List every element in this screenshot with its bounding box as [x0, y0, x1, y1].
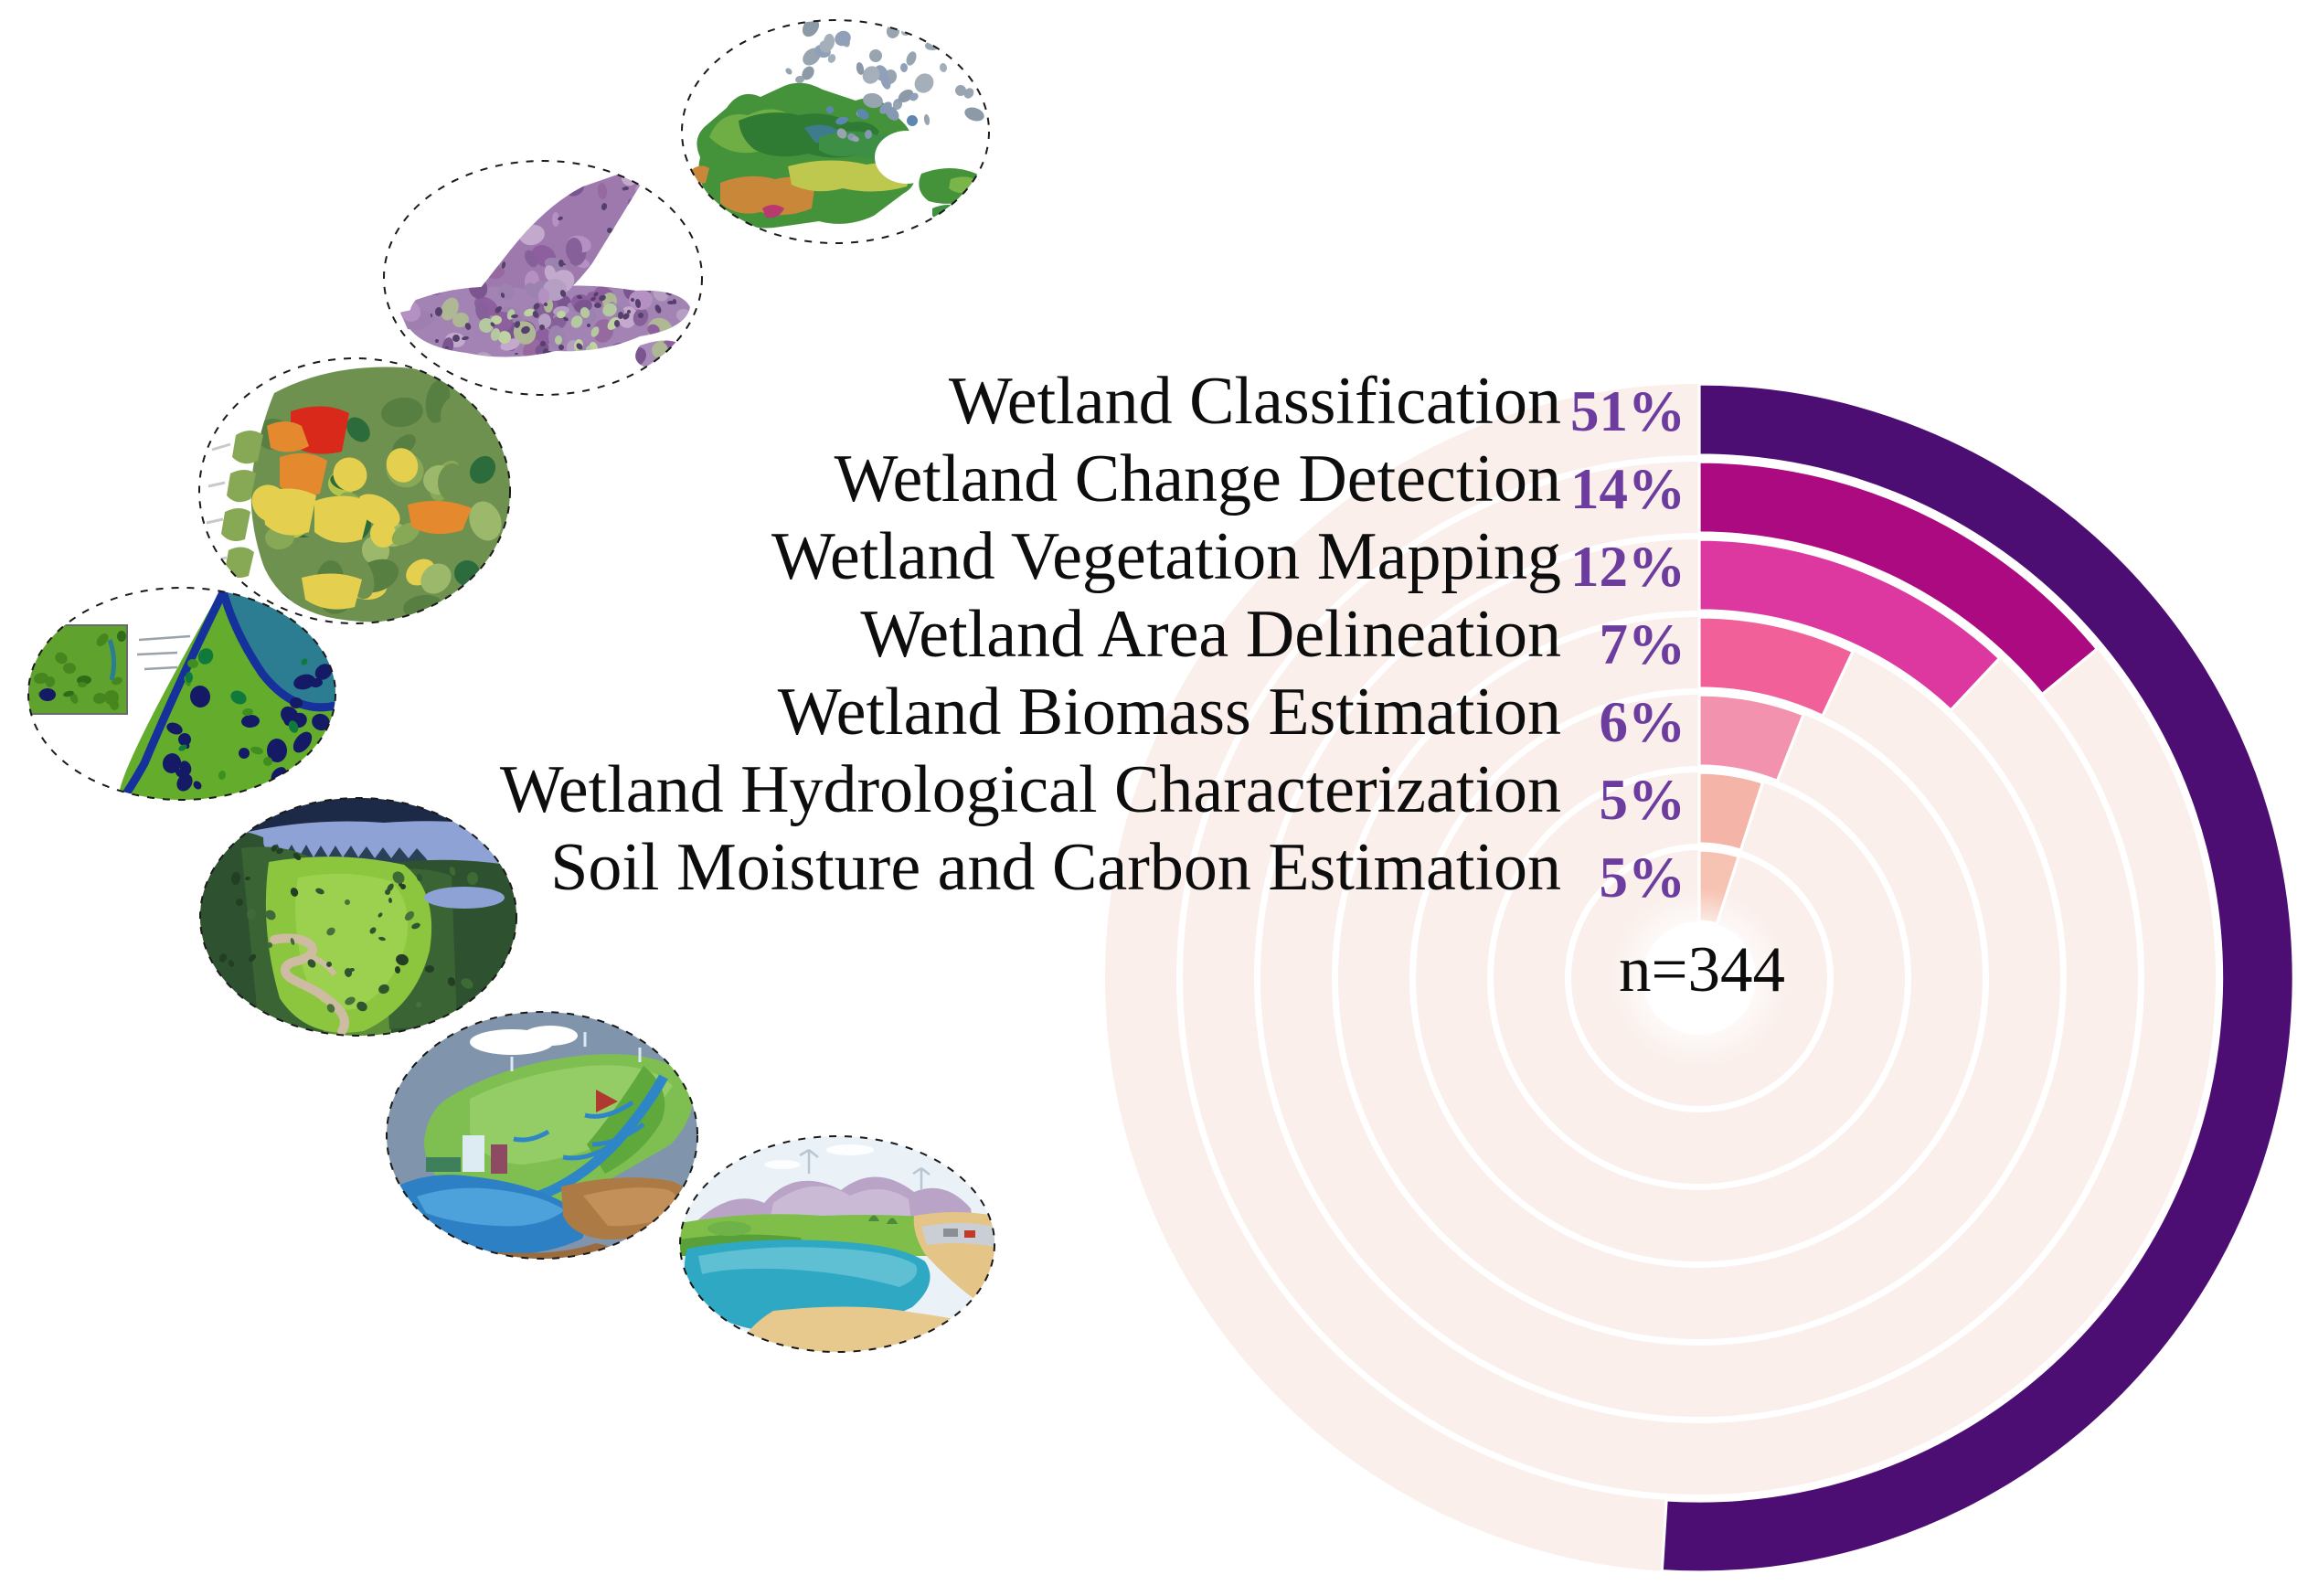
svg-text:Wetland Vegetation Mapping: Wetland Vegetation Mapping: [771, 519, 1561, 594]
svg-text:n=344: n=344: [1619, 934, 1785, 1005]
svg-text:5%: 5%: [1600, 768, 1686, 832]
svg-text:Wetland Area Delineation: Wetland Area Delineation: [860, 597, 1561, 672]
svg-text:Wetland Hydrological Character: Wetland Hydrological Characterization: [500, 752, 1561, 827]
svg-text:12%: 12%: [1570, 535, 1686, 599]
svg-text:Wetland Biomass Estimation: Wetland Biomass Estimation: [778, 675, 1561, 750]
svg-text:14%: 14%: [1570, 457, 1686, 521]
svg-text:7%: 7%: [1600, 612, 1686, 676]
svg-text:Soil Moisture and Carbon Estim: Soil Moisture and Carbon Estimation: [550, 830, 1561, 905]
svg-text:6%: 6%: [1600, 690, 1686, 754]
svg-text:Wetland Classification: Wetland Classification: [949, 364, 1561, 439]
svg-text:51%: 51%: [1570, 379, 1686, 443]
svg-text:5%: 5%: [1600, 846, 1686, 910]
svg-text:Wetland Change Detection: Wetland Change Detection: [835, 442, 1561, 516]
